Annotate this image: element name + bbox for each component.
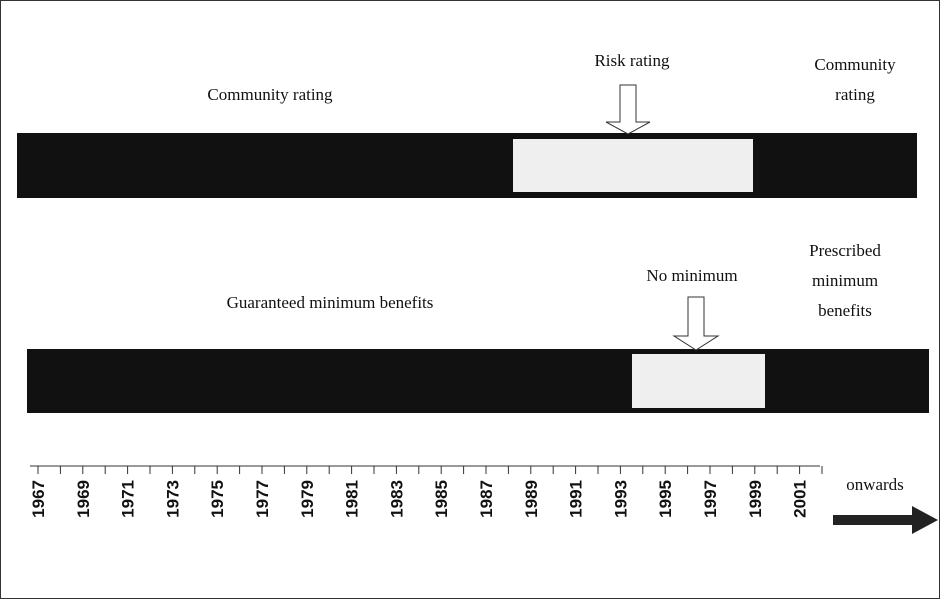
arrow xyxy=(672,296,720,351)
label: Risk rating xyxy=(594,51,670,70)
timeline-bar xyxy=(17,133,917,198)
year-label: 1971 xyxy=(119,480,138,518)
year-label: 1997 xyxy=(701,480,720,518)
arrow xyxy=(605,84,651,135)
year-label: 1969 xyxy=(74,480,93,518)
label: minimum xyxy=(812,271,878,290)
label: Community xyxy=(814,55,896,74)
year-label: 1967 xyxy=(29,480,48,518)
year-label: 1999 xyxy=(746,480,765,518)
label: Prescribed xyxy=(809,241,881,260)
arrow xyxy=(833,506,938,534)
year-label: 1991 xyxy=(567,480,586,518)
year-label: 1989 xyxy=(522,480,541,518)
year-label: 1983 xyxy=(387,480,406,518)
year-label: 1973 xyxy=(163,480,182,518)
year-label: 1993 xyxy=(611,480,630,518)
period-box xyxy=(632,354,765,408)
label: Community rating xyxy=(207,85,333,104)
label: onwards xyxy=(846,475,904,494)
timeline-bar xyxy=(27,349,929,413)
label: benefits xyxy=(818,301,872,320)
year-label: 1987 xyxy=(477,480,496,518)
year-label: 2001 xyxy=(791,480,810,518)
year-label: 1979 xyxy=(298,480,317,518)
year-label: 1985 xyxy=(432,480,451,518)
label: No minimum xyxy=(646,266,737,285)
year-label: 1977 xyxy=(253,480,272,518)
year-label: 1975 xyxy=(208,480,227,518)
label: rating xyxy=(835,85,875,104)
year-label: 1981 xyxy=(343,480,362,518)
label: Guaranteed minimum benefits xyxy=(227,293,434,312)
period-box xyxy=(513,139,753,192)
year-label: 1995 xyxy=(656,480,675,518)
